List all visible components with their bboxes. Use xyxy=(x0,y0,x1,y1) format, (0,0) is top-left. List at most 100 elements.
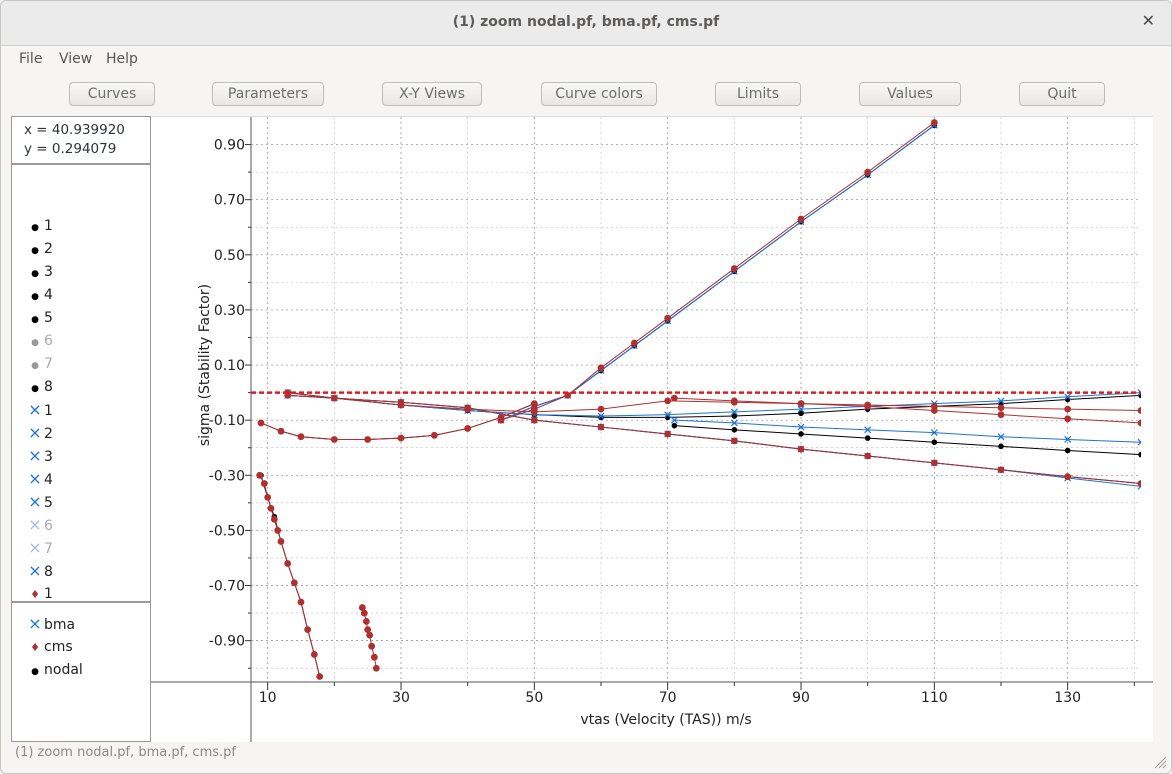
nodal-point xyxy=(798,410,804,417)
cms-point xyxy=(730,397,738,405)
nodal-point xyxy=(864,435,871,441)
cms-point xyxy=(310,651,318,658)
quit-button[interactable]: Quit xyxy=(1019,82,1105,106)
legend-item-1[interactable]: ♦ cms xyxy=(28,638,73,656)
curve-item-10[interactable]: × 3 xyxy=(28,446,53,466)
y-readout: y = 0.294079 xyxy=(24,141,117,157)
dot-marker-icon: ● xyxy=(31,246,39,256)
dot-marker-icon: ● xyxy=(31,361,39,371)
curve-item-14[interactable]: × 7 xyxy=(28,538,53,558)
cross-marker-icon: × xyxy=(28,446,42,465)
curve-item-label: 5 xyxy=(44,495,53,511)
bma-point xyxy=(797,405,805,413)
cms-point xyxy=(370,653,378,661)
cms-point xyxy=(670,394,678,402)
y-tick-label: 0.70 xyxy=(214,193,245,209)
menu-view[interactable]: View xyxy=(59,51,93,67)
curves-button[interactable]: Curves xyxy=(69,82,155,106)
coordinate-readout: x = 40.939920 y = 0.294079 xyxy=(11,116,151,164)
nodal-point xyxy=(671,422,678,429)
curve-item-8[interactable]: × 1 xyxy=(28,400,53,420)
x-tick-label: 10 xyxy=(259,690,277,706)
curve-item-1[interactable]: ● 2 xyxy=(28,240,53,258)
curve-list-panel[interactable]: ● 1 ● 2 ● 3 ● 4 ● 5 ● 6 ● 7 ● 8 × 1 × 2 × 3 × 4 × 5 × 6 × 7 × 8 ♦ 1 xyxy=(11,164,151,602)
curve-item-3[interactable]: ● 4 xyxy=(28,286,53,304)
dot-marker-icon: ● xyxy=(31,315,39,325)
bma-point xyxy=(730,408,738,416)
cross-marker-icon: × xyxy=(28,538,42,557)
bma-point xyxy=(1064,436,1072,443)
xy-views-button[interactable]: X-Y Views xyxy=(382,82,482,106)
cms-point xyxy=(364,436,372,443)
cross-marker-icon: × xyxy=(28,400,42,419)
curve-item-9[interactable]: × 2 xyxy=(28,423,53,443)
curve-item-2[interactable]: ● 3 xyxy=(28,263,53,281)
parameters-button[interactable]: Parameters xyxy=(212,82,324,106)
bma-point xyxy=(1137,389,1141,397)
cms-point xyxy=(930,407,938,414)
curve-item-4[interactable]: ● 5 xyxy=(28,309,53,327)
cms-point xyxy=(997,466,1005,474)
curve-item-15[interactable]: × 8 xyxy=(28,561,53,581)
cms-point xyxy=(256,471,264,479)
menu-help[interactable]: Help xyxy=(106,51,138,67)
curve-item-6[interactable]: ● 7 xyxy=(28,355,53,373)
legend-item-label: nodal xyxy=(44,662,83,678)
close-icon[interactable]: ✕ xyxy=(1141,11,1155,30)
curve-item-0[interactable]: ● 1 xyxy=(28,217,53,235)
limits-button[interactable]: Limits xyxy=(715,82,801,106)
cms-point xyxy=(730,265,738,272)
cms-point xyxy=(277,427,285,435)
menu-file[interactable]: File xyxy=(19,51,43,67)
curve-item-16[interactable]: ♦ 1 xyxy=(28,585,53,601)
cms-point xyxy=(257,419,265,427)
title-bar[interactable]: (1) zoom nodal.pf, bma.pf, cms.pf ✕ xyxy=(1,1,1171,46)
bma-point xyxy=(664,411,672,419)
curve-item-label: 8 xyxy=(44,564,53,580)
cms-point xyxy=(264,493,272,501)
cms-point xyxy=(366,631,374,639)
cms-series-line xyxy=(260,403,535,440)
y-tick-label: -0.90 xyxy=(209,634,245,650)
cms-series-line xyxy=(287,394,1141,485)
curve-item-7[interactable]: ● 8 xyxy=(28,378,53,396)
curve-item-11[interactable]: × 4 xyxy=(28,470,53,489)
cms-series-line xyxy=(674,397,1141,424)
y-tick-label: -0.70 xyxy=(209,579,245,595)
curve-item-13[interactable]: × 6 xyxy=(28,515,53,535)
bma-point xyxy=(930,429,938,436)
x-tick-label: 130 xyxy=(1054,690,1081,706)
cross-marker-icon: × xyxy=(28,423,42,442)
legend-item-2[interactable]: ● nodal xyxy=(28,661,83,679)
bma-series-line xyxy=(287,394,1141,487)
cross-marker-icon: × xyxy=(28,561,42,580)
resize-grip-icon[interactable] xyxy=(1153,755,1167,769)
cms-series-line xyxy=(287,392,1141,413)
bma-point xyxy=(597,412,605,420)
curve-item-12[interactable]: × 5 xyxy=(28,493,53,512)
curve-item-label: 7 xyxy=(44,356,53,372)
toolbar: Curves Parameters X-Y Views Curve colors… xyxy=(1,79,1171,109)
cross-marker-icon: × xyxy=(28,515,42,534)
cms-point xyxy=(997,404,1005,412)
nodal-point xyxy=(731,413,738,419)
cms-point xyxy=(664,430,672,438)
cms-point xyxy=(397,434,405,442)
cms-point xyxy=(297,433,305,441)
dot-marker-icon: ● xyxy=(31,667,39,677)
y-tick-label: 0.90 xyxy=(214,138,245,154)
cms-point xyxy=(1064,405,1072,413)
x-readout: x = 40.939920 xyxy=(24,122,125,138)
chart[interactable]: 10 30 50 70 90 110 130 0.90 0.70 0.50 0.30 0.10 -0.1… xyxy=(151,117,1153,742)
legend-item-0[interactable]: × bma xyxy=(28,615,75,634)
bma-point xyxy=(997,433,1005,441)
cms-point xyxy=(360,609,368,617)
x-tick-label: 110 xyxy=(921,690,948,706)
curve-colors-button[interactable]: Curve colors xyxy=(541,82,657,106)
curve-item-label: 5 xyxy=(44,310,53,326)
curve-item-5[interactable]: ● 6 xyxy=(28,332,53,350)
curve-item-label: 6 xyxy=(44,333,53,349)
plot-area[interactable]: 10 30 50 70 90 110 130 0.90 0.70 0.50 0.30 0.10 -0.1… xyxy=(151,116,1153,742)
cms-point xyxy=(304,626,312,634)
values-button[interactable]: Values xyxy=(859,82,961,106)
